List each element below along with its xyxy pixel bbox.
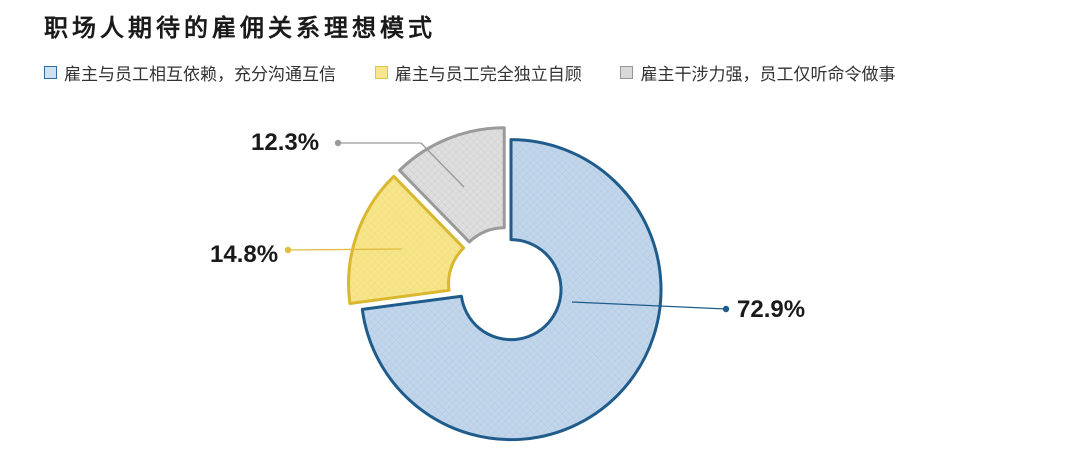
svg-text:14.8%: 14.8% (210, 241, 278, 268)
svg-text:72.9%: 72.9% (737, 296, 805, 323)
svg-text:12.3%: 12.3% (251, 129, 319, 156)
